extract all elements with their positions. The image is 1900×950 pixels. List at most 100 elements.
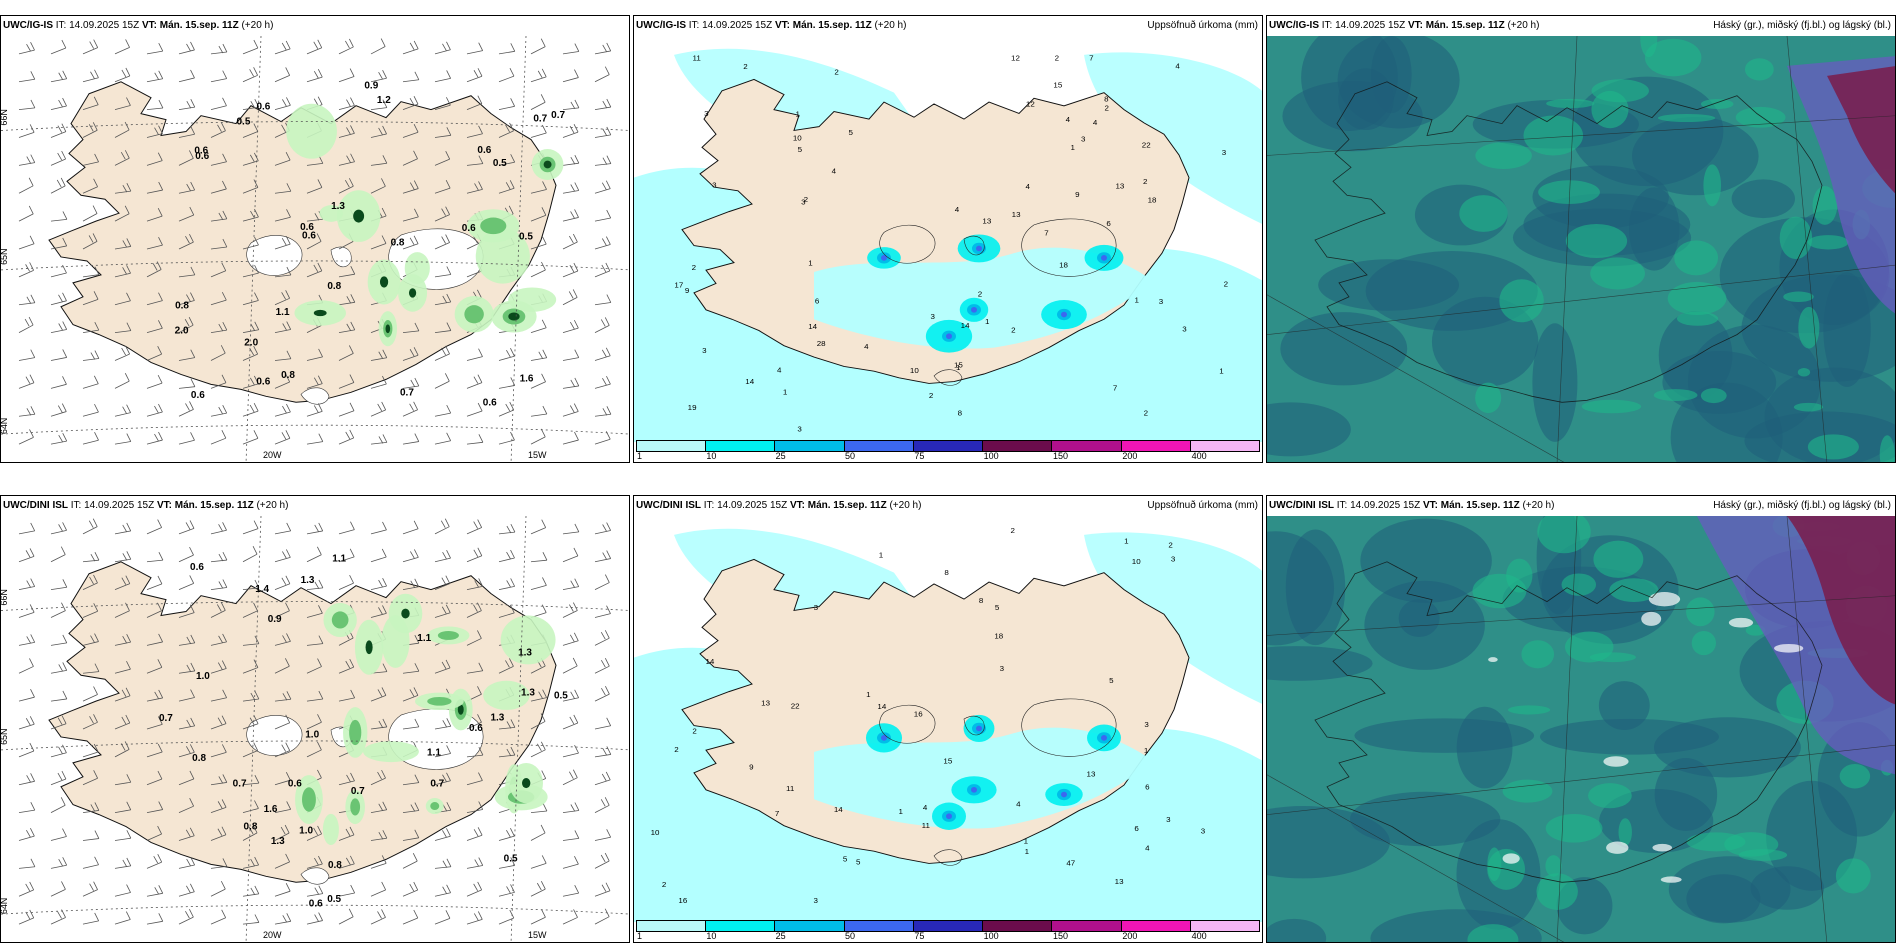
lead-time: (+20 h) — [874, 20, 907, 31]
value-label: 10 — [793, 134, 803, 143]
value-label: 8 — [1104, 95, 1108, 104]
value-label: 15 — [943, 757, 952, 766]
wind-panel-igis: UWC/IG-IS IT: 14.09.2025 15Z VT: Mán. 15… — [0, 15, 630, 463]
value-label: 3 — [1000, 664, 1004, 673]
map[interactable]: 1 1 1 1 1 4 3 2 1 2 3 3 4 5 8 3 5 5 2 3 2 10 16 13 14 8 16 14 14 13 11… — [634, 516, 1262, 922]
colorbar-tick-label: 100 — [983, 451, 999, 461]
map[interactable] — [1267, 19, 1895, 462]
panel-header: UWC/DINI ISL IT: 14.09.2025 15Z VT: Mán.… — [1, 496, 629, 516]
value-label: 0.6 — [477, 145, 491, 156]
value-label: 4 — [1066, 115, 1071, 124]
colorbar-cells — [636, 920, 1260, 932]
colorbar-cell — [706, 441, 776, 451]
colorbar-tick-label: 1 — [637, 931, 643, 941]
value-label: 4 — [955, 205, 960, 214]
value-label: 2 — [692, 263, 696, 272]
value-label: 19 — [688, 403, 697, 412]
value-label: 1.3 — [331, 201, 345, 212]
precip-panel-igis: UWC/IG-IS IT: 14.09.2025 15Z VT: Mán. 15… — [633, 15, 1263, 463]
value-label: 0.9 — [364, 81, 378, 92]
cloud-panel-dini: UWC/DINI ISL IT: 14.09.2025 15Z VT: Mán.… — [1266, 495, 1896, 943]
value-label: 0.5 — [504, 853, 518, 864]
it-label: IT: — [1336, 500, 1348, 511]
lead-time: (+20 h) — [241, 20, 274, 31]
value-label: 2.0 — [175, 325, 189, 336]
map[interactable] — [1267, 500, 1895, 942]
colorbar-cell — [913, 441, 984, 451]
lead-time: (+20 h) — [1522, 500, 1555, 511]
value-label: 0.6 — [256, 101, 270, 112]
value-label: 6 — [1145, 783, 1149, 792]
value-label: 8 — [979, 596, 983, 605]
value-label: 1 — [1124, 537, 1128, 546]
value-label: 3 — [1182, 325, 1186, 334]
value-label: 17 — [674, 281, 683, 290]
value-label: 3 — [704, 109, 708, 118]
value-label: 6 — [815, 296, 819, 305]
value-label: 1.2 — [377, 95, 391, 106]
vt-value: Mán. 15.sep. 11Z — [1425, 20, 1505, 31]
colorbar-tick-label: 25 — [775, 451, 786, 461]
vt-value: Mán. 15.sep. 11Z — [159, 20, 239, 31]
value-label: 2 — [674, 745, 678, 754]
value-label: 0.5 — [236, 117, 250, 128]
value-label: 3 — [797, 425, 801, 434]
value-label: 1 — [985, 317, 989, 326]
value-label: 10 — [651, 828, 661, 837]
graticule-label: 64N — [1, 898, 9, 914]
value-label: 0.6 — [300, 222, 314, 233]
value-label: 2 — [834, 68, 838, 77]
value-label: 14 — [705, 657, 715, 666]
it-value: 14.09.2025 15Z — [717, 500, 788, 511]
value-label: 1 — [808, 259, 812, 268]
it-value: 14.09.2025 15Z — [1335, 20, 1406, 31]
value-label: 1.6 — [264, 804, 278, 815]
value-label: 14 — [877, 702, 887, 711]
value-label: 0.8 — [391, 237, 405, 248]
value-label: 2 — [1143, 177, 1147, 186]
value-label: 3 — [813, 896, 817, 905]
value-label: 13 — [1115, 877, 1124, 886]
value-label: 4 — [1175, 62, 1180, 71]
colorbar-tick-label: 200 — [1122, 451, 1138, 461]
value-label: 13 — [1087, 770, 1096, 779]
value-label: 3 — [712, 181, 716, 190]
map[interactable]: 1 1 1 3 1 3 2 2 3 1 1 4 2 3 2 4 2 1 2 2 1 2 3 3 3 2 5 8 9 7 7 12 7 4 6 4 2 17… — [634, 36, 1262, 442]
cloud-panel-igis: UWC/IG-IS IT: 14.09.2025 15Z VT: Mán. 15… — [1266, 15, 1896, 463]
colorbar-tick-label: 75 — [914, 931, 925, 941]
value-label: 0.6 — [483, 398, 497, 409]
value-label: 0.5 — [327, 894, 341, 905]
value-label: 4 — [1016, 800, 1021, 809]
colorbar-tick-label: 150 — [1053, 931, 1069, 941]
colorbar-cell — [637, 441, 707, 451]
vt-label: VT: — [1422, 500, 1438, 511]
value-label: 3 — [1166, 815, 1170, 824]
value-label: 7 — [775, 809, 779, 818]
value-label: 7 — [1044, 229, 1048, 238]
value-label: 2 — [1144, 409, 1148, 418]
colorbar-cell — [1121, 441, 1191, 451]
value-label: 1.3 — [521, 688, 535, 699]
value-label: 0.7 — [533, 114, 547, 125]
value-label: 3 — [931, 312, 935, 321]
value-label: 13 — [1012, 210, 1021, 219]
graticule-label: 66N — [1, 589, 9, 605]
value-label: 10 — [1132, 557, 1142, 566]
map[interactable]: 0.5 0.5 0.6 0.6 2.0 0.6 0.8 0.6 1.1 0.7 0.6 0.6 0.6 0… — [1, 35, 629, 462]
colorbar-cell — [983, 441, 1053, 451]
colorbar-cell — [775, 441, 845, 451]
value-label: 0.5 — [493, 158, 507, 169]
value-label: 3 — [1081, 135, 1085, 144]
value-label: 1 — [1219, 367, 1223, 376]
graticule-label: 65N — [1, 249, 9, 265]
value-label: 2.0 — [244, 337, 258, 348]
value-label: 0.6 — [469, 723, 483, 734]
colorbar-cell — [775, 921, 845, 931]
value-label: 2 — [804, 195, 808, 204]
value-label: 47 — [1066, 859, 1075, 868]
map[interactable]: 0.6 1.4 0.7 1.0 0.7 1.3 1.3 1.0 1.1 0.8 0.8 0.5 0.6 0… — [1, 515, 629, 942]
value-label: 4 — [1093, 118, 1098, 127]
precip-panel-dini: UWC/DINI ISL IT: 14.09.2025 15Z VT: Mán.… — [633, 495, 1263, 943]
value-label: 5 — [1109, 676, 1113, 685]
